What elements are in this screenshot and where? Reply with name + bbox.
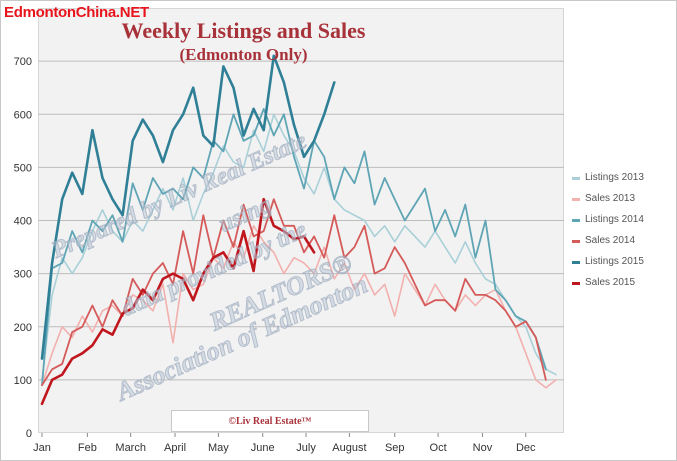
series-line-listings-2013 [41,113,557,381]
chart-subtitle: (Edmonton Only) [179,45,308,64]
legend-swatch [572,198,580,201]
legend-label: Sales 2013 [585,193,636,204]
x-tick-label: Sep [385,442,405,454]
legend-label: Listings 2014 [585,214,644,225]
legend-label: Listings 2013 [585,172,644,183]
legend-swatch [572,177,580,180]
x-tick-label: April [164,442,186,454]
x-tick-label: May [208,442,229,454]
legend-swatch [572,240,580,243]
y-tick-label: 500 [14,162,32,174]
y-tick-label: 600 [14,109,32,121]
y-tick-label: 400 [14,216,32,228]
y-tick-label: 300 [14,269,32,281]
legend-label: Sales 2014 [585,235,636,246]
series-line-listings-2015 [40,54,336,360]
x-tick-label: March [115,442,146,454]
legend-swatch [572,219,580,222]
y-tick-label: 200 [14,322,32,334]
site-watermark: EdmontonChina.NET [4,4,149,21]
legend-label: Sales 2015 [585,277,636,288]
x-tick-label: Oct [430,442,447,454]
x-tick-label: Jan [33,442,51,454]
x-tick-label: July [296,442,316,454]
credit-box: ©Liv Real Estate™ [171,410,369,432]
x-tick-label: August [332,442,366,454]
legend-swatch [572,261,580,264]
y-tick-label: 100 [14,375,32,387]
x-tick-label: Dec [516,442,536,454]
series-line-sales-2013 [41,225,557,389]
series-line-sales-2015 [40,197,316,406]
x-tick-label: June [251,442,275,454]
legend-swatch [572,282,580,285]
series-line-listings-2014 [41,108,547,387]
legend-label: Listings 2015 [585,256,644,267]
x-tick-label: Feb [78,442,97,454]
series-line-sales-2014 [41,198,547,387]
y-tick-label: 700 [14,56,32,68]
x-tick-label: Nov [473,442,493,454]
chart-title: Weekly Listings and Sales [121,18,366,43]
y-tick-label: 0 [26,428,32,440]
